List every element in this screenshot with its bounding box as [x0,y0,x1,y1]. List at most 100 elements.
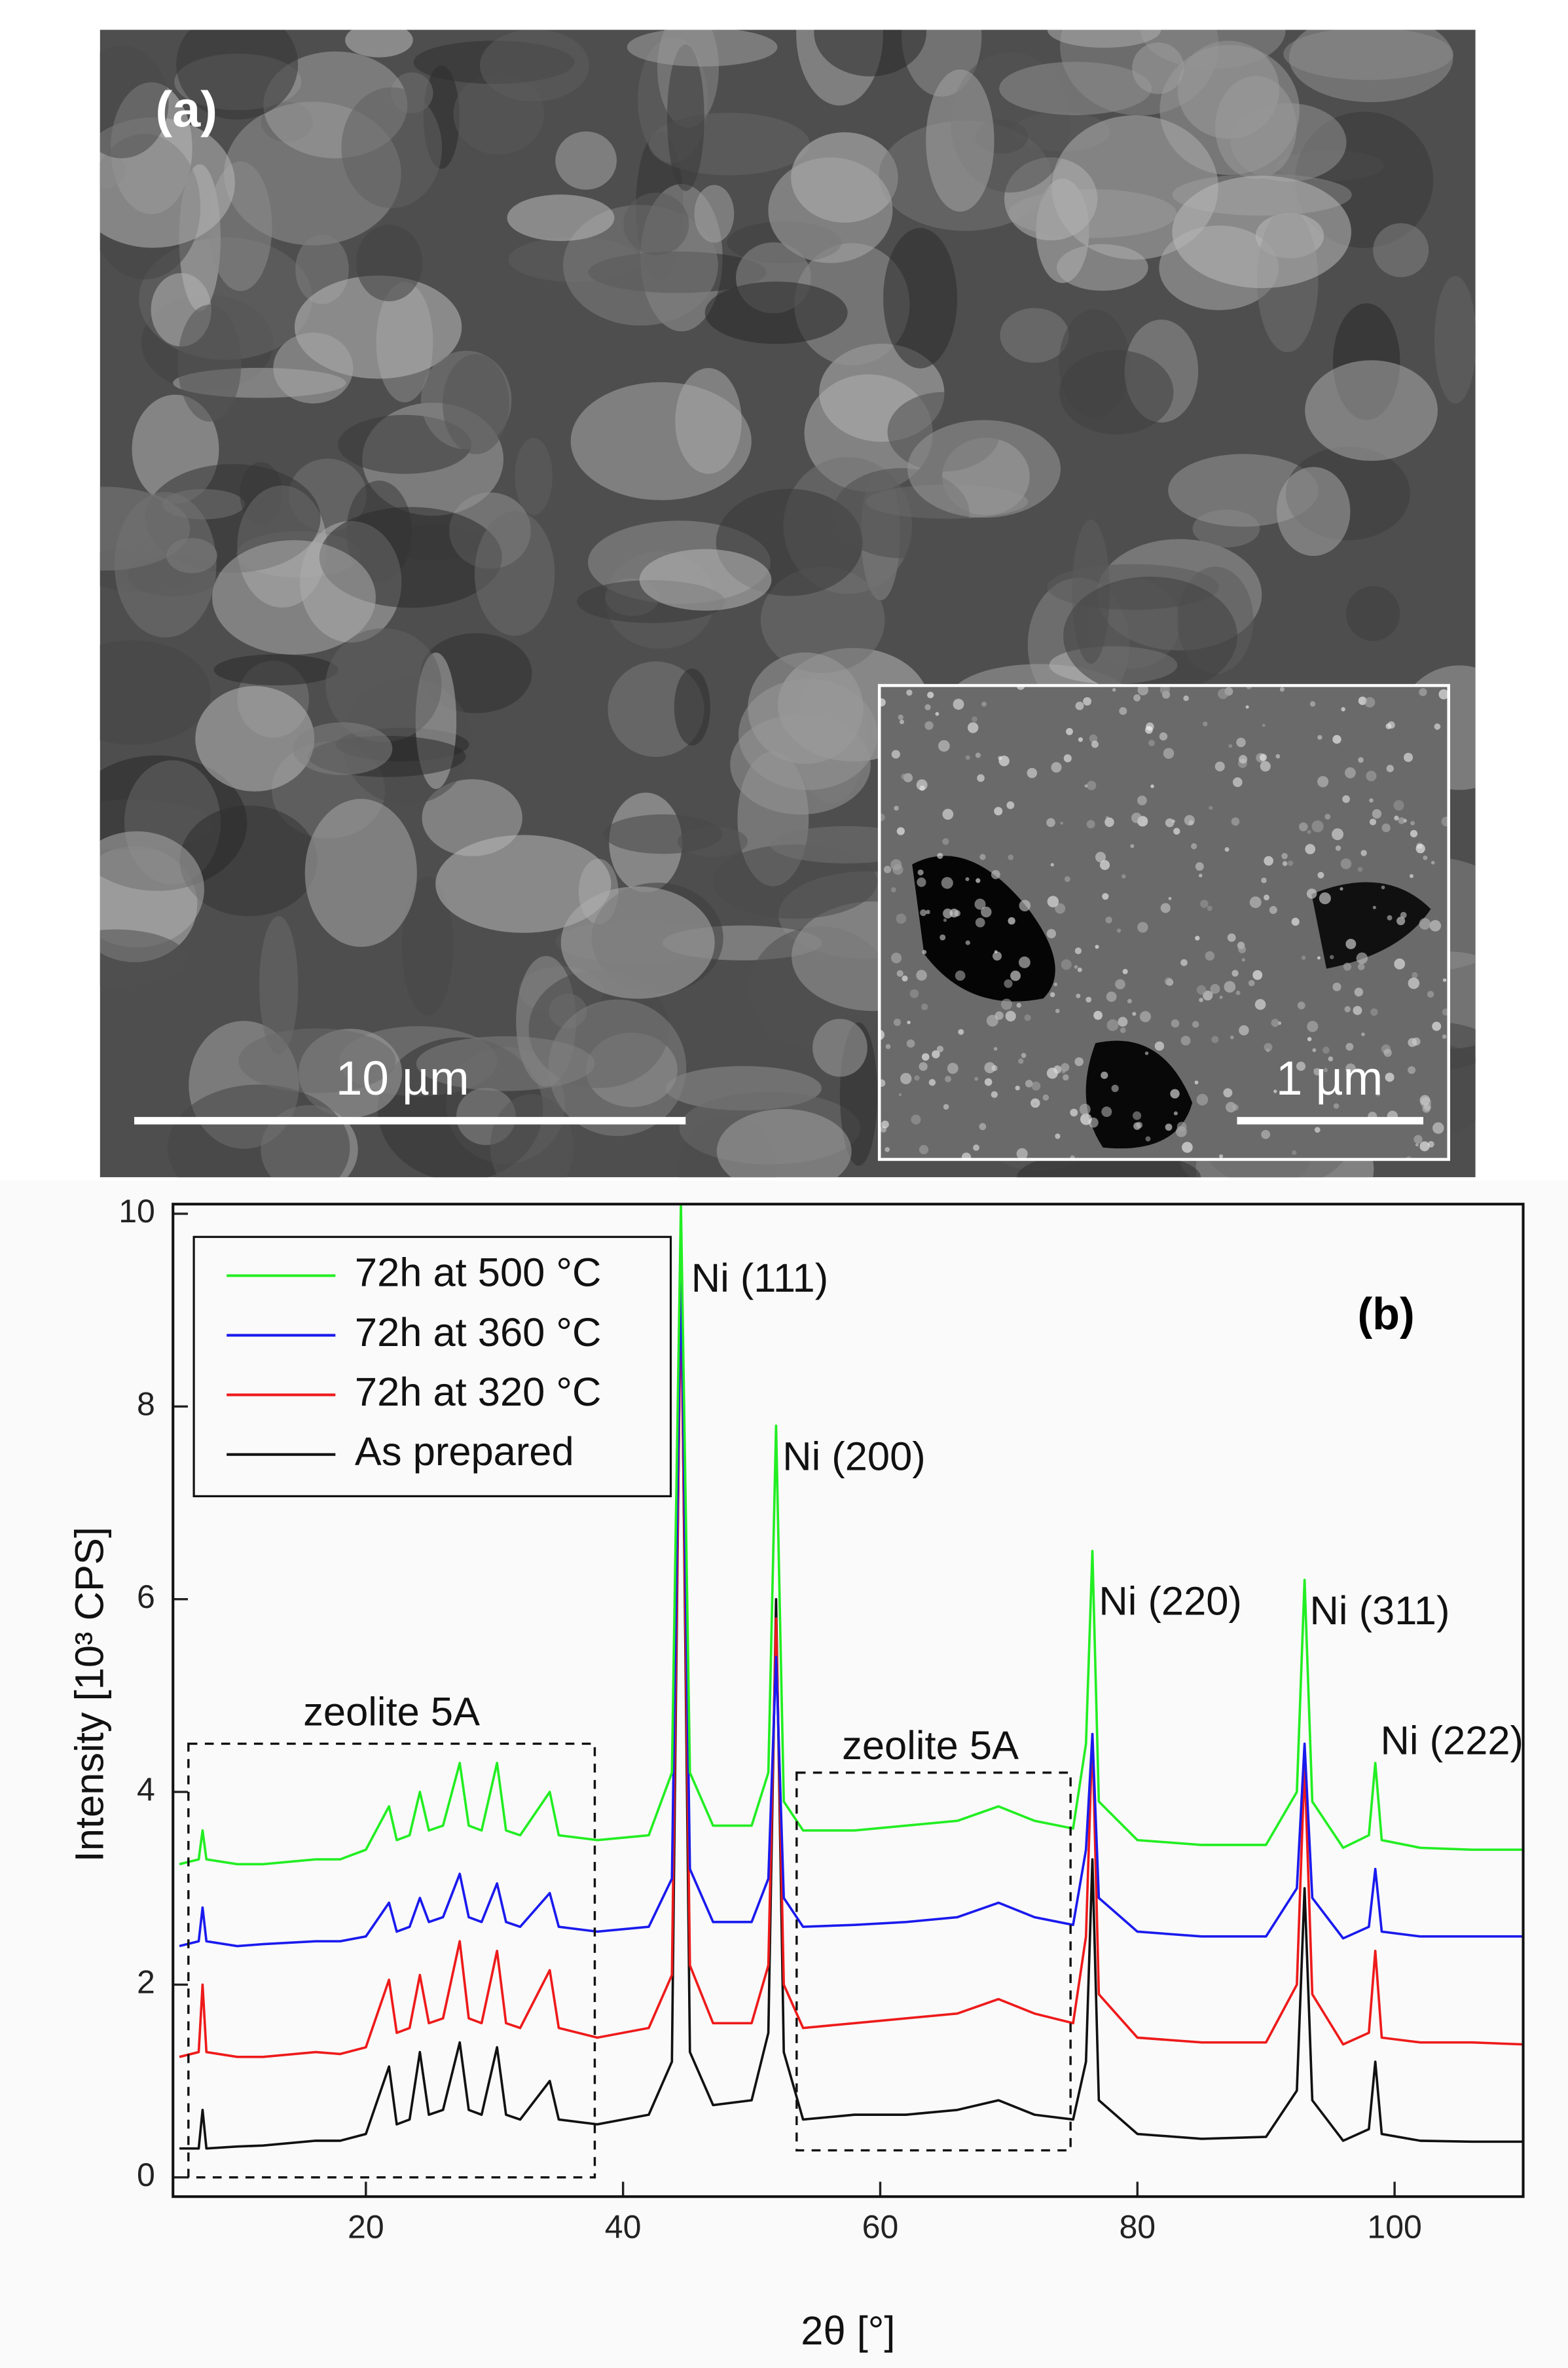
sem-grain [490,1094,574,1178]
inset-particle [1168,896,1172,900]
sem-grain [100,831,204,948]
inset-particle [1074,965,1078,969]
inset-particle [1137,922,1148,933]
inset-particle [1357,963,1365,970]
sem-grain [623,192,689,255]
inset-particle [1101,1071,1108,1080]
inset-particle [1137,685,1149,696]
inset-particle [1231,817,1240,826]
inset-particle [975,752,981,758]
sem-grain [273,333,354,404]
inset-particle [1369,818,1377,826]
inset-particle [975,917,985,928]
sem-grain [416,1036,595,1091]
sem-grain [213,654,338,685]
inset-particle [1195,936,1200,941]
inset-particle [1160,903,1171,913]
inset-particle [926,909,930,915]
legend-label: 72h at 500 °C [355,1250,601,1296]
inset-particle [1150,784,1154,788]
inset-particle [1091,740,1099,748]
inset-particle [1008,917,1015,925]
inset-particle [1209,991,1214,996]
inset-particle [1332,735,1341,744]
inset-particle [965,940,970,945]
inset-particle [1419,1141,1430,1152]
inset-particle [942,809,954,820]
inset-particle [1311,820,1324,833]
inset-particle [1343,962,1352,971]
inset-particle [1427,1140,1434,1148]
inset-particle [1170,1089,1180,1099]
inset-particle [1055,903,1066,914]
inset-particle [1296,1061,1306,1071]
inset-particle [1261,1129,1271,1139]
inset-particle [1116,928,1121,933]
inset-particle [1016,1148,1028,1159]
inset-particle [1332,828,1344,841]
inset-particle [1376,1091,1381,1097]
inset-particle [1191,843,1197,850]
inset-particle [991,1065,998,1072]
inset-particle [927,691,934,699]
inset-particle [1356,952,1368,964]
sem-grain [1000,308,1069,363]
inset-particle [1317,776,1329,788]
inset-particle [891,750,900,759]
sem-grain [768,157,893,263]
inset-particle [1370,1008,1378,1016]
inset-particle [1119,707,1127,716]
inset-particle [1307,829,1311,834]
sem-grain [1063,576,1237,696]
inset-particle [1195,862,1204,871]
inset-particle [1398,817,1405,824]
inset-particle [1254,998,1266,1010]
inset-particle [1372,905,1376,909]
legend-label: 72h at 360 °C [355,1310,601,1355]
sem-grain [560,886,715,999]
inset-particle [1016,1002,1021,1008]
inset-particle [1381,885,1385,890]
inset-particle [1271,1019,1279,1027]
inset-particle [1259,754,1267,761]
inset-particle [1231,970,1239,977]
inset-particle [1005,1011,1016,1022]
inset-particle [1006,801,1015,809]
inset-particle [1111,1084,1119,1093]
panel-label: (a) [155,81,217,137]
inset-particle [884,1147,890,1152]
sem-grain [474,511,555,636]
inset-particle [967,722,979,733]
inset-particle [1345,1042,1354,1051]
sem-grain [1172,175,1351,289]
inset-particle [1025,1080,1033,1087]
legend-label: 72h at 320 °C [355,1370,601,1415]
inset-particle [1207,905,1212,911]
inset-particle [986,1015,998,1027]
inset-particle [1205,951,1215,961]
inset-particle [879,1079,886,1087]
inset-particle [879,698,886,707]
inset-particle [979,854,986,860]
inset-particle [921,1003,928,1011]
inset-particle [919,1144,929,1155]
inset-particle [1332,982,1341,992]
inset-particle [920,909,927,917]
inset-particle [1163,748,1175,759]
inset-particle [894,805,899,811]
inset-particle [1396,917,1406,926]
inset-particle [1079,1103,1091,1116]
inset-particle [1183,695,1189,701]
inset-particle [1422,1104,1431,1113]
inset-particle [1239,755,1248,764]
sem-grain [114,492,217,638]
sem-grain [435,835,611,933]
inset-particle [1144,1051,1149,1055]
inset-particle [924,721,934,730]
inset-particle [975,878,981,883]
inset-particle [883,865,892,873]
inset-particle [1260,761,1271,772]
y-tick-label: 6 [137,1578,155,1615]
inset-particle [1357,867,1363,872]
